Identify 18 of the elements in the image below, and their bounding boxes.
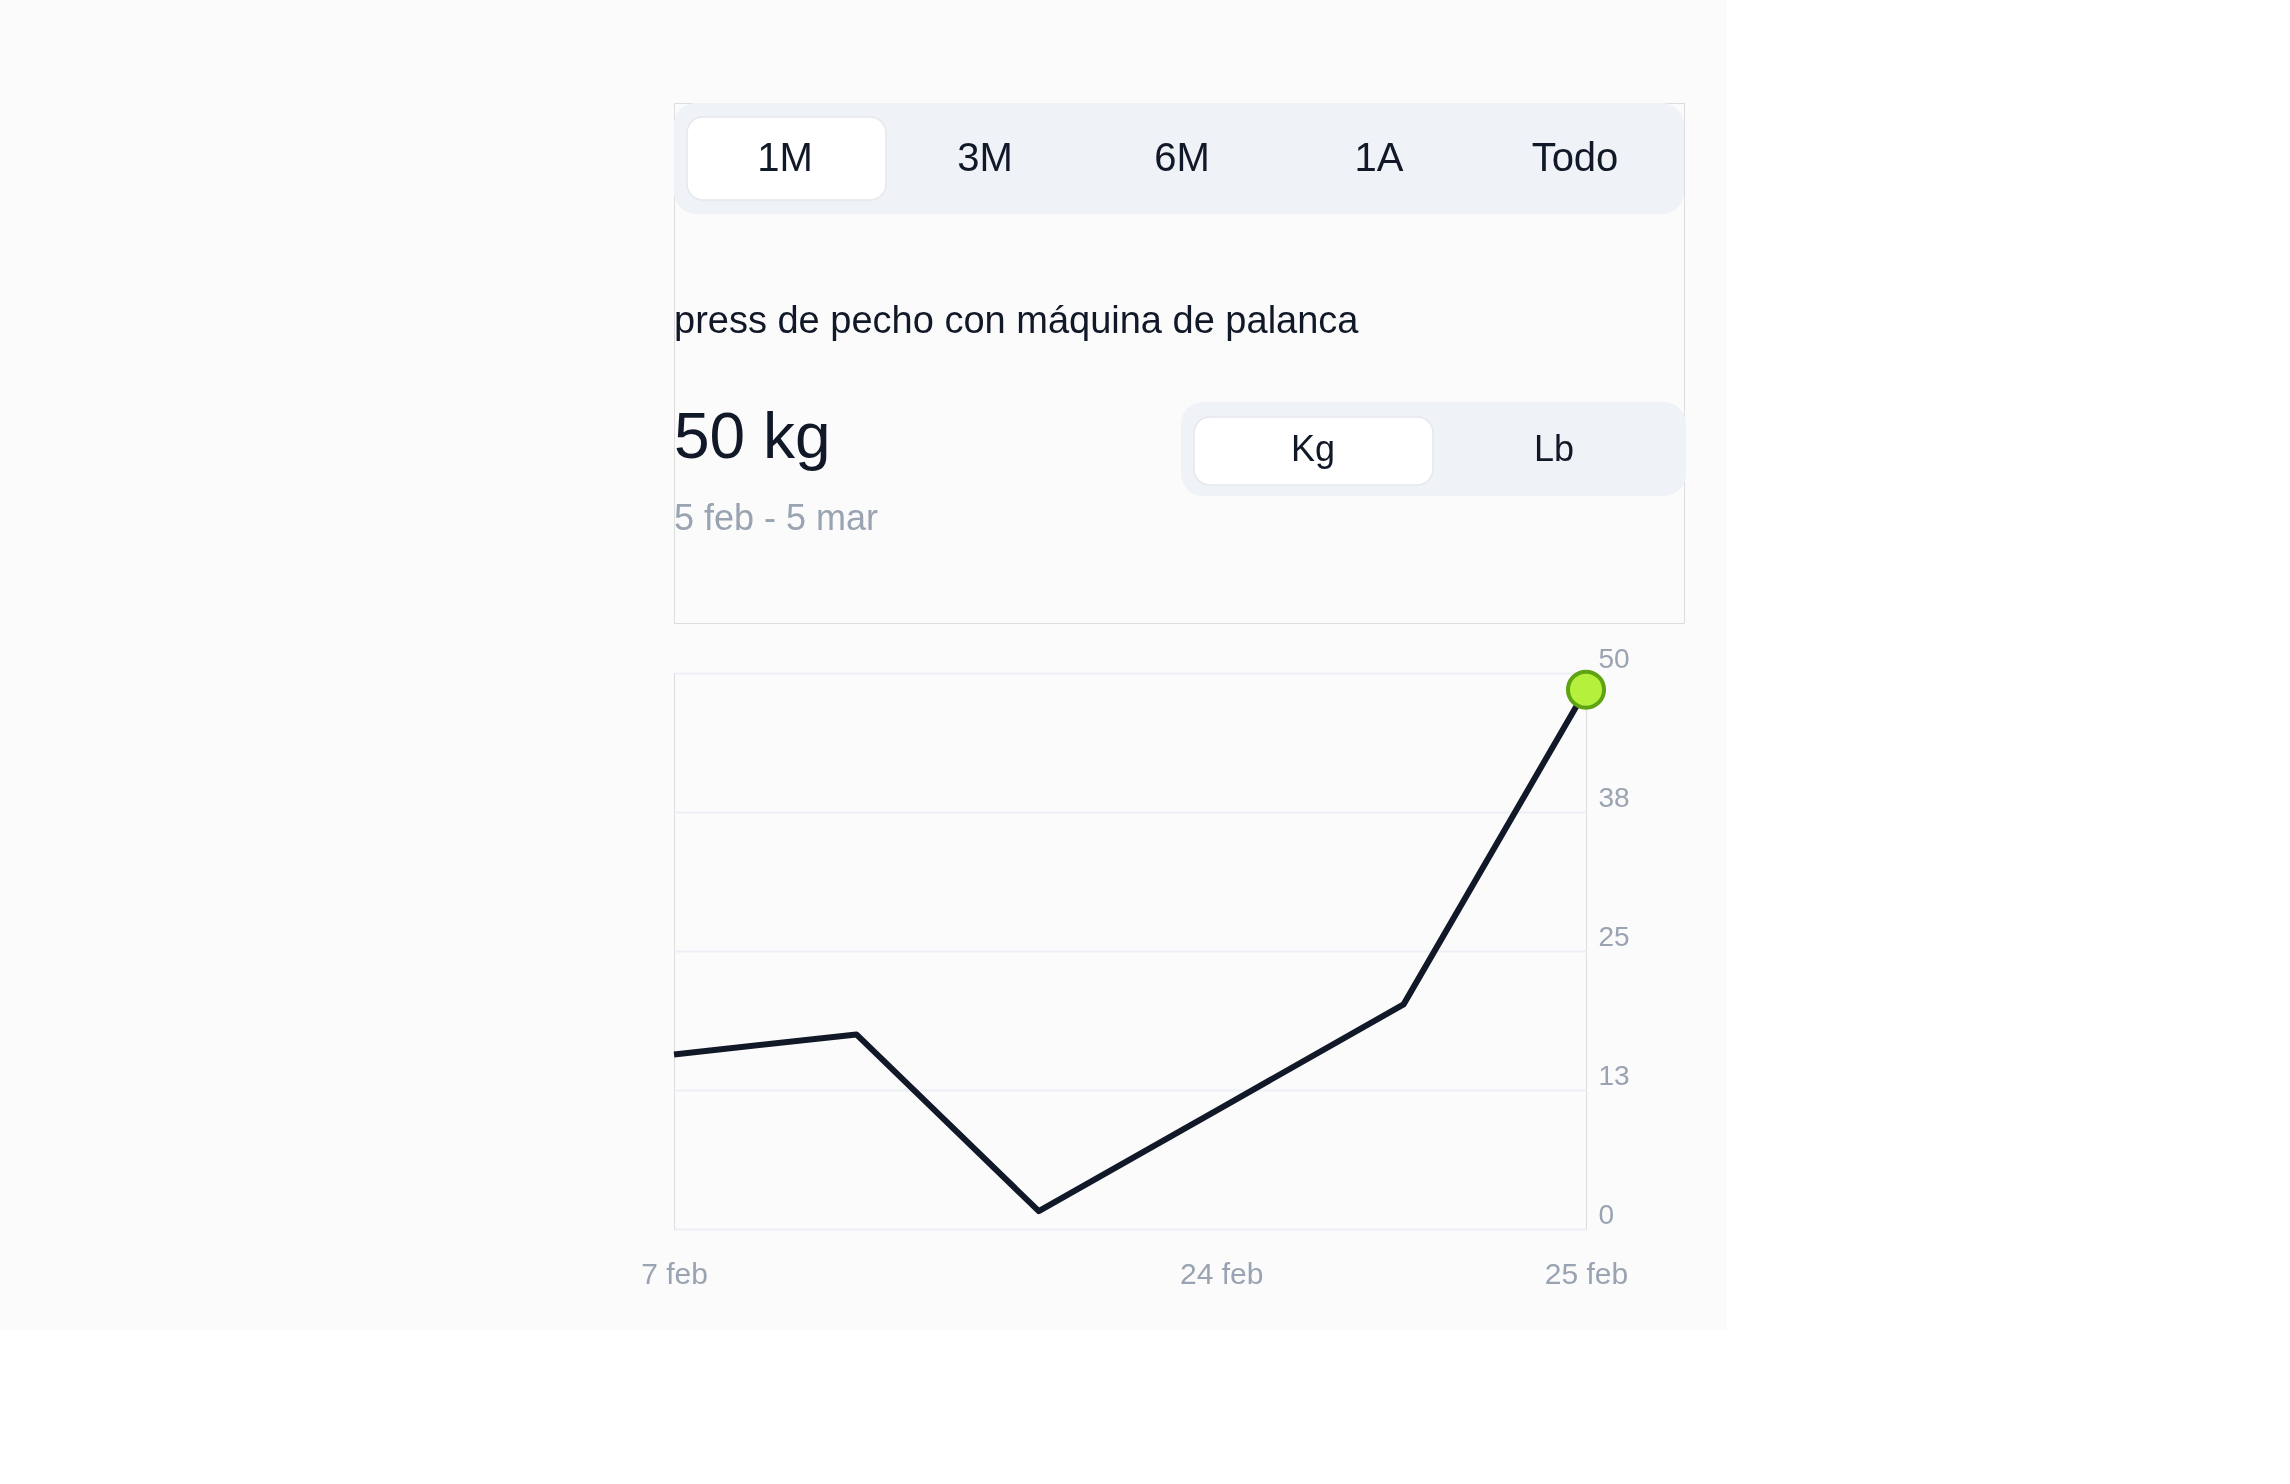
text: 1M bbox=[757, 135, 813, 179]
y-tick-label: 38 bbox=[1598, 781, 1630, 813]
x-tick-label: 25 feb bbox=[1544, 1256, 1629, 1290]
chart-subtitle: 5 feb - 5 mar bbox=[674, 497, 879, 538]
text: 6M bbox=[1154, 135, 1210, 179]
x-tick-label: 24 feb bbox=[1179, 1256, 1264, 1290]
text: Todo bbox=[1531, 135, 1619, 179]
text: Kg bbox=[1290, 428, 1336, 469]
text: 1A bbox=[1354, 135, 1404, 179]
y-tick-label: 50 bbox=[1598, 642, 1630, 674]
y-tick-label: 13 bbox=[1598, 1059, 1630, 1091]
x-tick-label: 7 feb bbox=[641, 1256, 708, 1290]
text: 3M bbox=[957, 135, 1013, 179]
chart-title: press de pecho con máquina de palanca bbox=[674, 299, 1360, 341]
text: Lb bbox=[1533, 428, 1575, 469]
text: 50 kg bbox=[674, 400, 831, 472]
y-tick-label: 0 bbox=[1598, 1198, 1615, 1230]
y-tick-label: 25 bbox=[1598, 920, 1630, 952]
